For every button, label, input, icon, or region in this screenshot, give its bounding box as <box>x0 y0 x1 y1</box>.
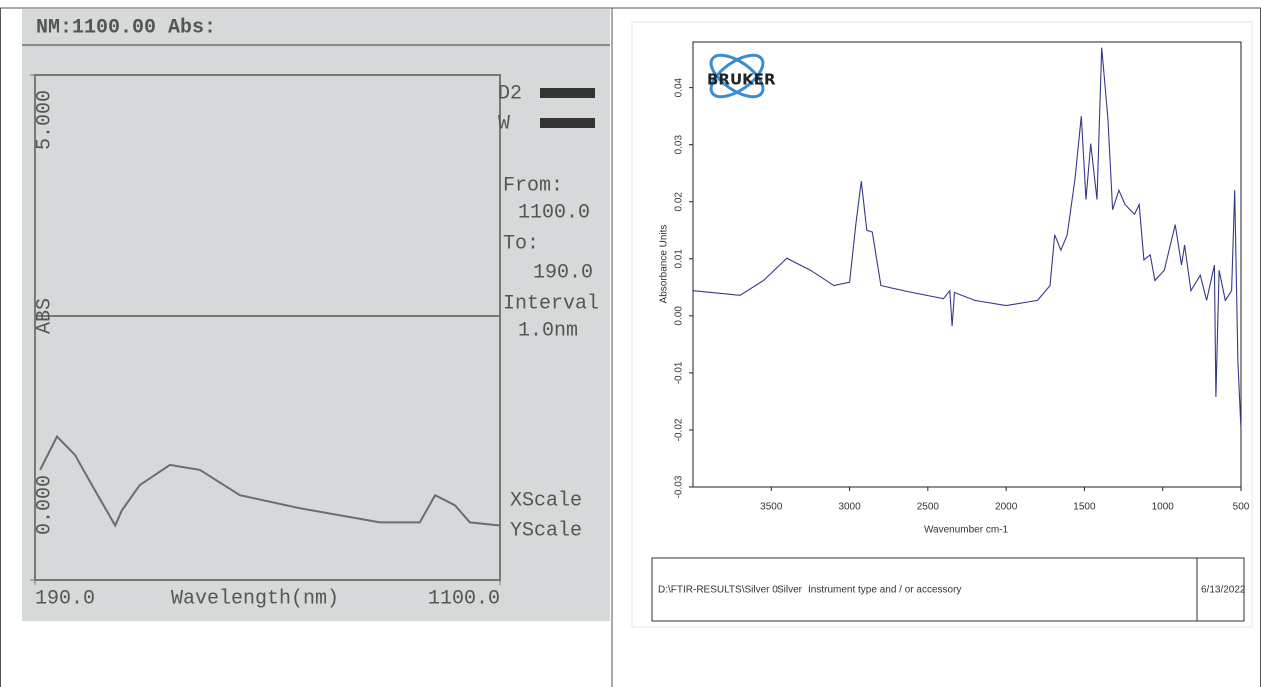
x-tick-label: 3000 <box>838 502 861 513</box>
y-tick-label: 0.02 <box>674 192 685 212</box>
x-axis-label: Wavenumber cm-1 <box>924 525 1009 536</box>
lamp-indicator <box>540 88 595 98</box>
lamp-indicator <box>540 118 595 128</box>
x-tick-label: 190.0 <box>35 587 95 610</box>
y-tick-label: 0.01 <box>674 249 685 269</box>
screen-label: From: <box>503 174 563 197</box>
y-tick-label: 0.03 <box>674 135 685 155</box>
x-tick-label: 1100.0 <box>428 587 500 610</box>
screen-label: 1100.0 <box>518 201 590 224</box>
footer-text: 6/13/2022 <box>1201 585 1246 596</box>
x-tick-label: 3500 <box>760 502 783 513</box>
y-tick-label: -0.03 <box>674 475 685 498</box>
logo-icon <box>709 53 765 99</box>
plot-frame <box>692 41 1242 488</box>
y-axis-label: Absorbance Units <box>659 225 670 304</box>
footer-box <box>651 557 1245 622</box>
x-tick-label: 2500 <box>917 502 940 513</box>
y-axis-label: ABS <box>33 298 56 334</box>
screen-label: 1.0nm <box>518 319 578 342</box>
y-tick-label: 0.00 <box>674 306 685 326</box>
screen-label: XScale <box>510 489 582 512</box>
x-tick-label: 1000 <box>1152 502 1175 513</box>
footer-text: D:\FTIR-RESULTS\Silver 0 <box>658 585 778 596</box>
footer-text: Silver <box>777 585 803 596</box>
footer-text: Instrument type and / or accessory <box>808 585 961 596</box>
screen-label: 190.0 <box>533 261 593 284</box>
plot-frame <box>34 74 501 581</box>
x-tick-label: 2000 <box>995 502 1018 513</box>
screen-label: W <box>498 112 510 135</box>
x-tick-label: 500 <box>1233 502 1250 513</box>
data-line <box>39 434 501 528</box>
y-tick-label: 0.04 <box>674 77 685 97</box>
y-tick-label: -0.02 <box>674 418 685 441</box>
report <box>631 21 1253 628</box>
title: NM:1100.00 Abs: <box>36 16 216 39</box>
x-tick-label: 1500 <box>1073 502 1096 513</box>
screen-label: YScale <box>510 519 582 542</box>
screen-label: To: <box>503 232 539 255</box>
screen-label: Interval <box>503 292 599 315</box>
y-tick-label: 5.000 <box>33 90 56 150</box>
screen-label: D2 <box>498 82 522 105</box>
logo: BRUKER <box>707 71 776 89</box>
y-tick-label: -0.01 <box>674 361 685 384</box>
y-tick-label: 0.000 <box>33 475 56 535</box>
x-axis-label: Wavelength(nm) <box>171 587 339 610</box>
data-line <box>692 47 1242 430</box>
